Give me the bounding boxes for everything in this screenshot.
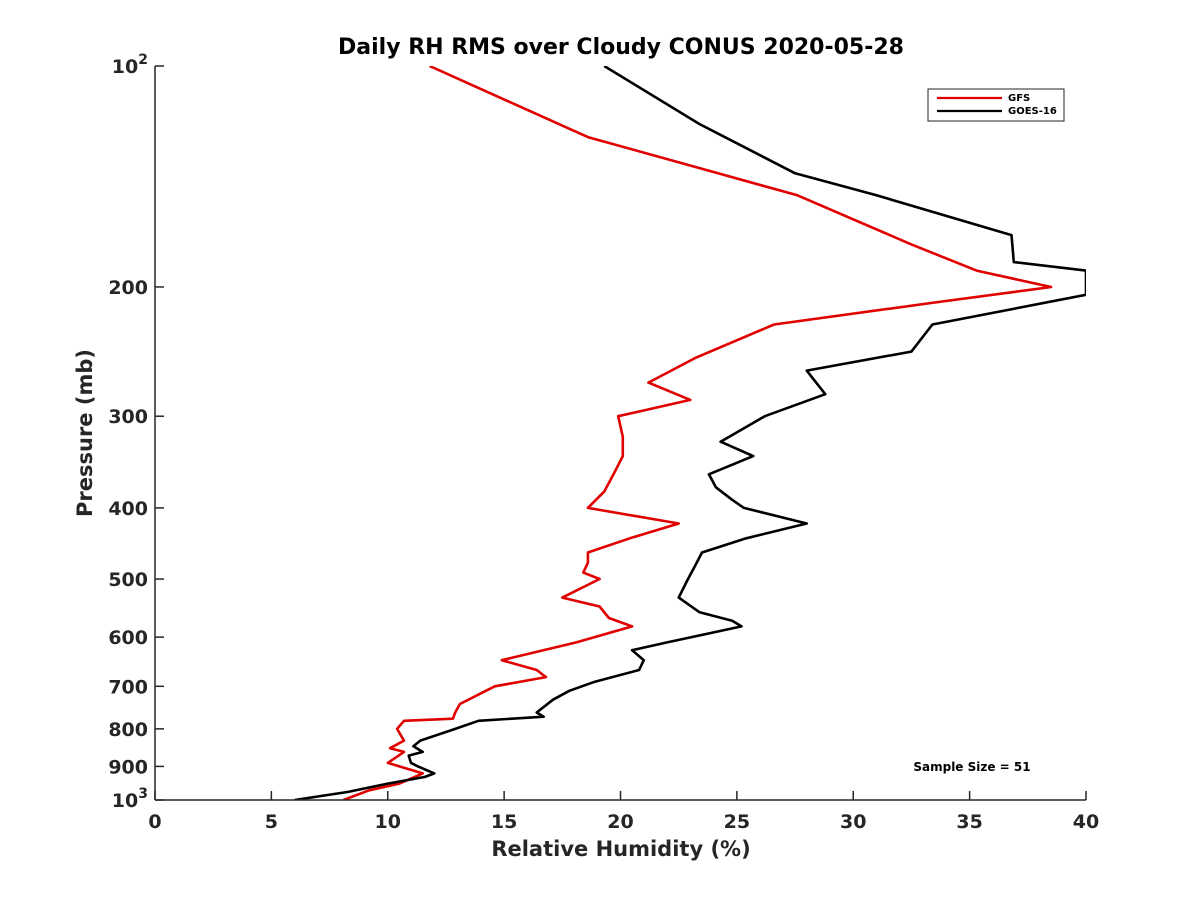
plot-lines — [294, 66, 1086, 800]
y-tick-label: 900 — [108, 756, 148, 778]
x-tick-label: 30 — [840, 811, 866, 833]
x-tick-label: 25 — [724, 811, 750, 833]
y-tick-label: 800 — [108, 719, 148, 741]
legend-label-goes16: GOES-16 — [1008, 106, 1057, 117]
y-tick-label: 200 — [108, 277, 148, 299]
y-tick-label: 102 — [112, 52, 148, 78]
y-tick-label: 600 — [108, 627, 148, 649]
legend-label-gfs: GFS — [1008, 93, 1030, 104]
y-tick-label: 103 — [112, 786, 148, 812]
y-ticks: 102 200 300 400 500 600 700 800 900 103 — [108, 52, 164, 812]
x-tick-label: 40 — [1073, 811, 1099, 833]
y-tick-label: 700 — [108, 676, 148, 698]
legend: GFS GOES-16 — [927, 88, 1065, 122]
series-line-gfs — [343, 66, 1053, 800]
series-line-goes16 — [294, 66, 1086, 800]
x-tick-label: 0 — [148, 811, 161, 833]
y-tick-label: 300 — [108, 406, 148, 428]
x-tick-label: 10 — [375, 811, 401, 833]
x-ticks: 0 5 10 15 20 25 30 35 40 — [148, 791, 1099, 833]
x-axis-label: Relative Humidity (%) — [491, 837, 750, 861]
x-tick-label: 35 — [956, 811, 982, 833]
x-tick-label: 5 — [265, 811, 278, 833]
y-tick-label: 400 — [108, 498, 148, 520]
chart-title: Daily RH RMS over Cloudy CONUS 2020-05-2… — [338, 35, 904, 60]
x-tick-label: 15 — [491, 811, 517, 833]
y-tick-label: 500 — [108, 569, 148, 591]
axes — [154, 66, 1086, 801]
legend-box — [927, 88, 1065, 122]
sample-size-annotation: Sample Size = 51 — [913, 760, 1030, 774]
y-axis-label: Pressure (mb) — [73, 349, 97, 517]
x-tick-label: 20 — [607, 811, 633, 833]
